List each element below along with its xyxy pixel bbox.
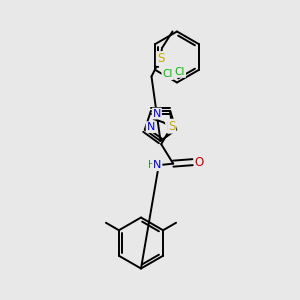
Text: S: S [157, 52, 164, 65]
Text: Cl: Cl [162, 69, 173, 79]
Text: Cl: Cl [175, 67, 185, 77]
Text: N: N [153, 160, 161, 170]
Text: N: N [153, 109, 161, 118]
Text: N: N [147, 122, 155, 132]
Text: N: N [166, 122, 174, 132]
Text: S: S [168, 120, 176, 133]
Text: H: H [148, 160, 156, 170]
Text: O: O [195, 156, 204, 169]
